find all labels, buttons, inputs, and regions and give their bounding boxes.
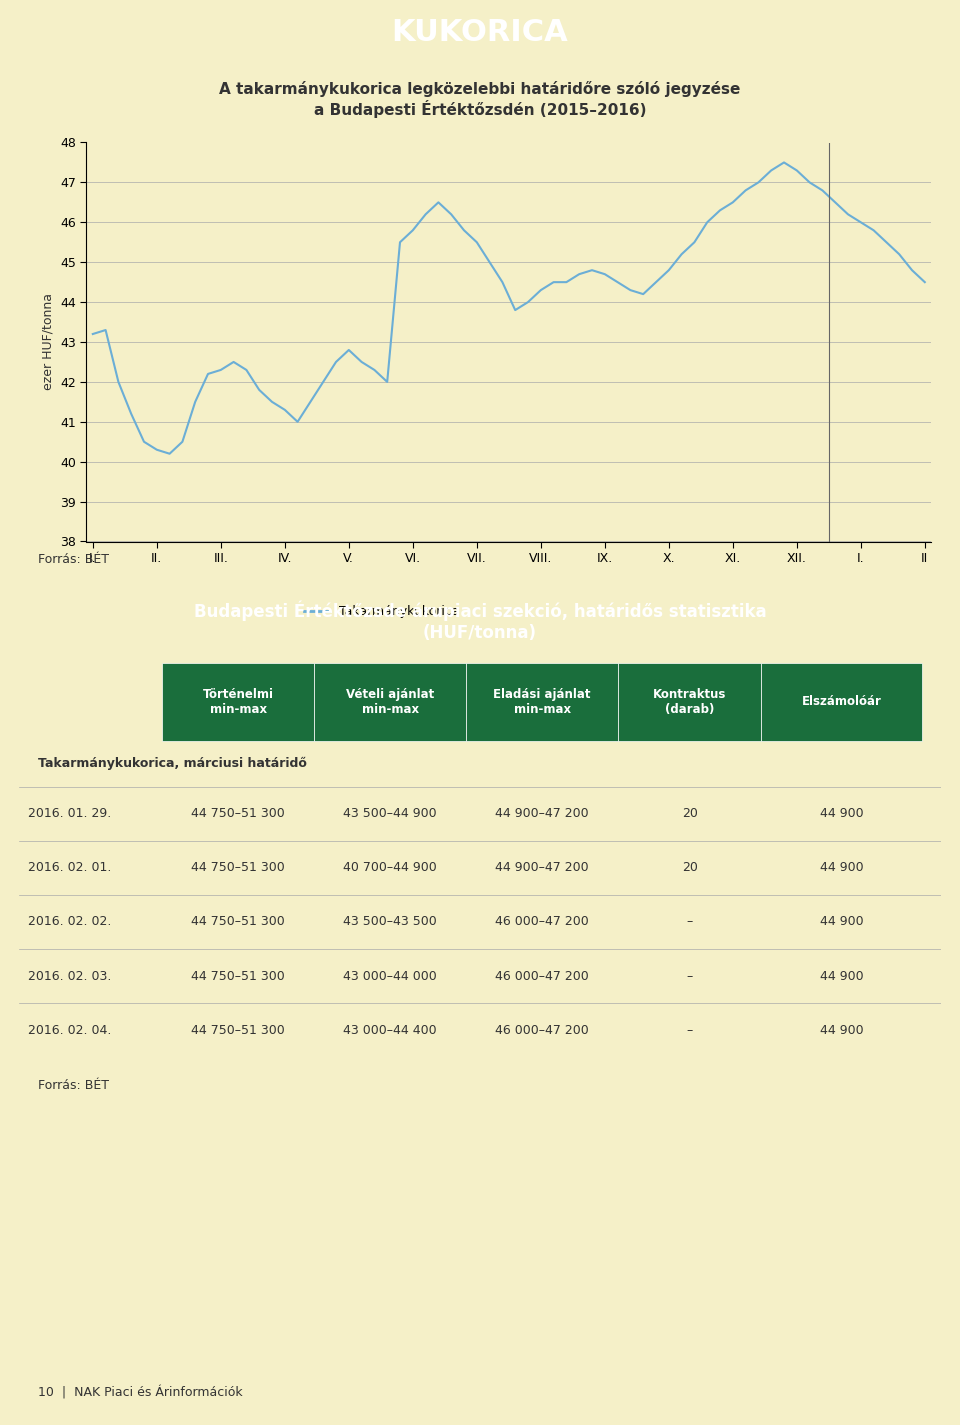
Text: 40 700–44 900: 40 700–44 900 xyxy=(344,861,437,875)
Text: Forrás: BÉT: Forrás: BÉT xyxy=(37,1079,108,1093)
Text: 2016. 02. 02.: 2016. 02. 02. xyxy=(29,915,111,929)
Text: 20: 20 xyxy=(682,861,698,875)
Text: 46 000–47 200: 46 000–47 200 xyxy=(495,969,589,983)
Text: 2016. 02. 03.: 2016. 02. 03. xyxy=(29,969,111,983)
Text: KUKORICA: KUKORICA xyxy=(392,17,568,47)
Text: 44 900: 44 900 xyxy=(820,1023,864,1037)
Text: 44 900–47 200: 44 900–47 200 xyxy=(495,861,589,875)
Text: 20: 20 xyxy=(682,807,698,821)
Text: 2016. 01. 29.: 2016. 01. 29. xyxy=(29,807,111,821)
Text: Forrás: BÉT: Forrás: BÉT xyxy=(37,553,108,566)
Text: –: – xyxy=(686,915,693,929)
Text: 44 750–51 300: 44 750–51 300 xyxy=(191,807,285,821)
Text: Elszámolóár: Elszámolóár xyxy=(802,695,881,708)
Text: –: – xyxy=(686,1023,693,1037)
Legend: Takarmánykukorica: Takarmánykukorica xyxy=(300,600,465,623)
Text: 43 500–43 500: 43 500–43 500 xyxy=(344,915,437,929)
Text: 44 750–51 300: 44 750–51 300 xyxy=(191,861,285,875)
Text: Történelmi
min-max: Történelmi min-max xyxy=(203,688,274,715)
FancyBboxPatch shape xyxy=(618,663,761,741)
Text: 46 000–47 200: 46 000–47 200 xyxy=(495,915,589,929)
Text: Eladási ajánlat
min-max: Eladási ajánlat min-max xyxy=(493,688,591,715)
Text: 44 900–47 200: 44 900–47 200 xyxy=(495,807,589,821)
Text: Takarmánykukorica, márciusi határidő: Takarmánykukorica, márciusi határidő xyxy=(37,757,306,771)
Text: 2016. 02. 04.: 2016. 02. 04. xyxy=(29,1023,111,1037)
Y-axis label: ezer HUF/tonna: ezer HUF/tonna xyxy=(41,294,55,390)
Text: A takarmánykukorica legközelebbi határidőre szóló jegyzése
a Budapesti Értéktőzs: A takarmánykukorica legközelebbi határid… xyxy=(219,81,741,118)
Text: 44 900: 44 900 xyxy=(820,915,864,929)
Text: 44 750–51 300: 44 750–51 300 xyxy=(191,969,285,983)
Text: Budapesti Értéktőzsde árupiaci szekció, határidős statisztika
(HUF/tonna): Budapesti Értéktőzsde árupiaci szekció, … xyxy=(194,601,766,641)
FancyBboxPatch shape xyxy=(314,663,467,741)
Text: 44 750–51 300: 44 750–51 300 xyxy=(191,1023,285,1037)
Text: 43 000–44 400: 43 000–44 400 xyxy=(344,1023,437,1037)
Text: 44 750–51 300: 44 750–51 300 xyxy=(191,915,285,929)
Text: Kontraktus
(darab): Kontraktus (darab) xyxy=(653,688,727,715)
Text: 44 900: 44 900 xyxy=(820,861,864,875)
Text: 43 000–44 000: 43 000–44 000 xyxy=(344,969,437,983)
Text: Vételi ajánlat
min-max: Vételi ajánlat min-max xyxy=(346,688,434,715)
Text: –: – xyxy=(686,969,693,983)
Text: 2016. 02. 01.: 2016. 02. 01. xyxy=(29,861,111,875)
Text: 10  |  NAK Piaci és Árinformációk: 10 | NAK Piaci és Árinformációk xyxy=(37,1387,242,1399)
FancyBboxPatch shape xyxy=(467,663,618,741)
FancyBboxPatch shape xyxy=(761,663,923,741)
Text: 44 900: 44 900 xyxy=(820,807,864,821)
FancyBboxPatch shape xyxy=(162,663,314,741)
Text: 46 000–47 200: 46 000–47 200 xyxy=(495,1023,589,1037)
Text: 43 500–44 900: 43 500–44 900 xyxy=(344,807,437,821)
Text: 44 900: 44 900 xyxy=(820,969,864,983)
